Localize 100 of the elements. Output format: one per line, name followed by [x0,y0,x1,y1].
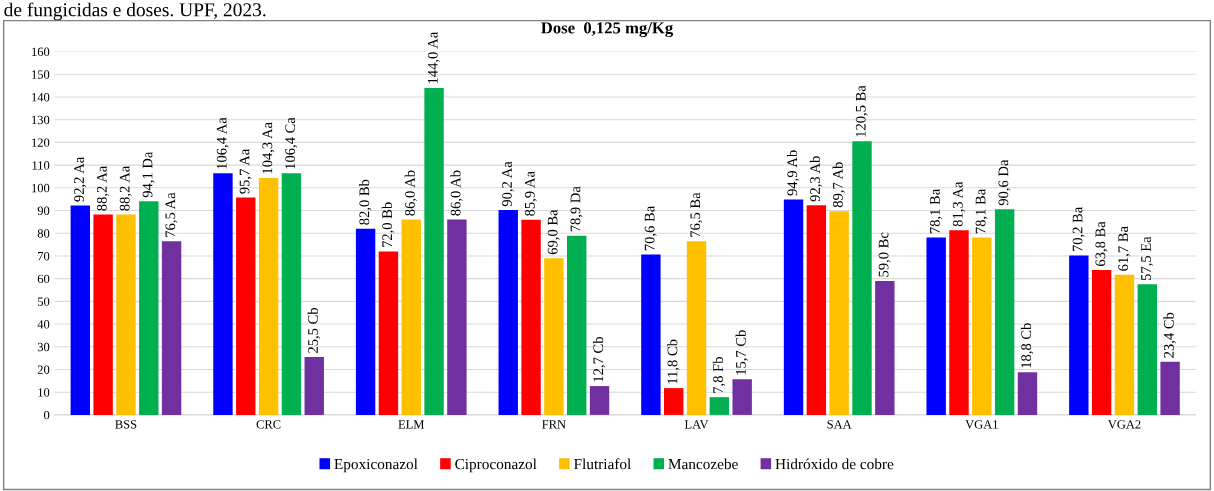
data-label: 90,6 Da [998,159,1011,206]
y-tick-label: 40 [37,320,50,329]
bar [355,228,376,415]
data-label: 106,4 Aa [216,117,229,169]
y-tick-label: 140 [32,93,50,102]
bar [1017,372,1038,415]
bar [116,214,136,415]
bar [378,251,399,415]
bar [994,209,1015,415]
data-label: 15,7 Cb [735,330,748,375]
bar [161,241,182,415]
bar [281,173,302,415]
y-tick-label: 70 [38,251,50,261]
data-label: 81,3 Aa [952,181,965,227]
data-label: 63,8 Ba [1095,221,1108,266]
data-label: 78,9 Da [570,186,583,232]
bar [304,356,324,415]
data-label: 61,7 Ba [1118,226,1131,271]
bar [1137,284,1157,415]
chart-title: Dose 0,125 mg/Kg [541,22,674,38]
data-label: 86,0 Ab [450,170,463,216]
bar [875,280,895,415]
data-label: 69,0 Ba [547,209,560,255]
bar [236,197,256,415]
bar [783,199,804,415]
data-label: 18,8 Cb [1020,323,1034,368]
bar [829,211,849,415]
bar [806,205,827,415]
y-tick-label: 30 [37,342,50,352]
data-label: 92,3 Ab [809,156,823,202]
data-label: 144,0 Aa [427,32,440,84]
data-label: 12,7 Cb [592,337,606,382]
legend-label: Epoxiconazol [334,458,418,473]
x-tick-label: ELM [398,420,425,429]
bar [949,230,969,415]
x-tick-label: FRN [542,420,566,429]
y-tick-label: 80 [37,229,50,238]
y-tick-label: 160 [32,47,50,57]
data-label: 90,2 Aa [502,161,514,207]
bar [852,141,872,415]
x-tick-label: VGA2 [1107,420,1141,429]
y-tick-label: 10 [38,388,50,397]
bar [258,178,279,415]
bar [70,205,91,415]
bar [664,388,684,415]
data-label: 85,9 Aa [524,171,537,216]
bar [424,87,444,415]
bar [1160,361,1180,415]
bar [498,210,518,415]
data-label: 25,5 Cb [307,307,320,353]
data-label: 72,0 Bb [381,202,395,248]
data-label: 70,6 Ba [644,206,657,251]
data-label: 94,9 Ab [786,150,800,196]
bar [589,386,610,415]
y-tick-label: 90 [37,206,50,215]
bar [139,201,159,415]
bar [1091,270,1112,415]
y-tick-label: 60 [37,274,50,284]
data-label: 89,7 Ab [832,162,845,208]
text: de fungicidas e doses. UPF, 2023. [4,2,266,21]
data-label: 70,2 Ba [1072,206,1085,252]
bar [93,214,113,415]
bar [544,258,564,415]
data-label: 95,7 Aa [239,149,252,194]
y-tick-label: 150 [32,70,50,79]
data-label: 23,4 Cb [1163,312,1176,358]
bar [401,219,421,415]
x-tick-label: BSS [115,420,137,429]
bar [732,379,752,415]
data-label: 7,8 Fb [712,357,726,393]
data-label: 104,3 Aa [262,122,275,174]
data-label: 59,0 Bc [878,232,891,277]
x-tick-label: VGA1 [965,420,998,429]
data-label: 86,0 Ab [404,170,417,216]
bar [567,235,587,415]
bar [686,241,707,415]
data-label: 78,1 Ba [929,188,942,234]
legend-label: Hidróxido de cobre [775,458,894,470]
data-label: 88,2 Aa [96,166,109,211]
data-label: 57,5 Ea [1141,236,1154,281]
legend-label: Mancozebe [668,458,738,470]
data-label: 82,0 Bb [358,179,372,225]
y-tick-label: 20 [37,365,50,374]
bar [1069,255,1089,415]
data-label: 120,5 Ba [855,85,868,137]
data-label: 94,1 Da [142,151,155,198]
y-tick-label: 100 [32,183,50,193]
bar [1114,274,1135,415]
data-label: 78,1 Ba [975,188,988,234]
bar [447,219,467,415]
legend-label: Ciproconazol [455,458,537,473]
data-label: 76,5 Ba [690,192,703,237]
x-tick-label: SAA [827,420,852,429]
y-tick-label: 50 [38,297,50,306]
bar [213,173,233,415]
bar [641,254,661,415]
y-tick-label: 120 [32,138,50,147]
y-tick-label: 0 [44,410,50,420]
bar [709,397,730,415]
data-label: 106,4 Ca [285,117,298,169]
